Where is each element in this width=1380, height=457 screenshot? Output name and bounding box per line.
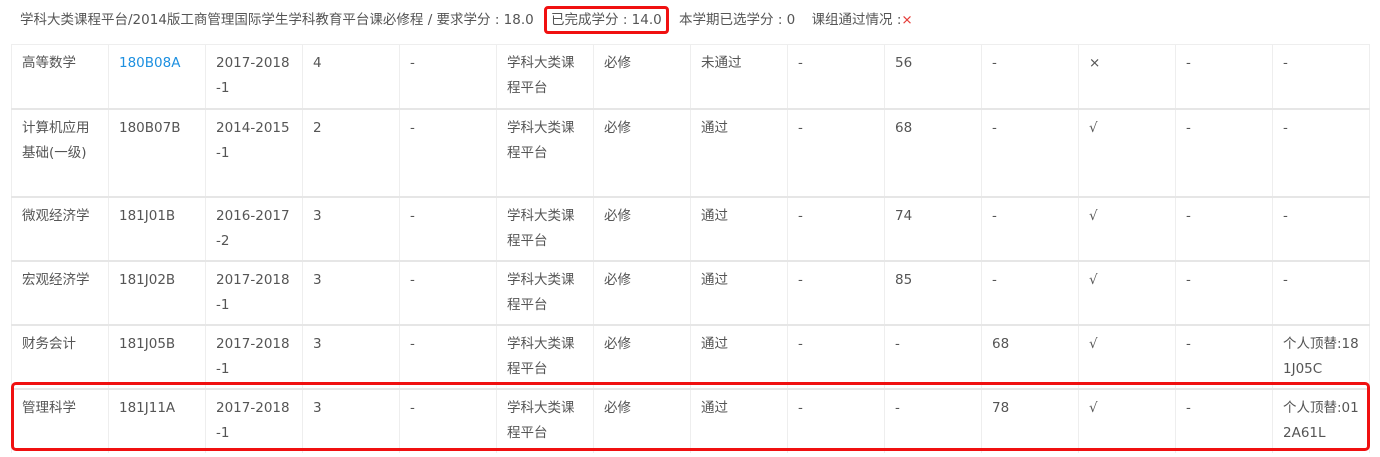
cell-col-13: - [1175,387,1273,453]
cell-course-type: 必修 [593,107,691,197]
cell-pass-status: 通过 [690,107,788,197]
cell-pass-status: 通过 [690,323,788,389]
cell-remark: - [1272,107,1370,197]
group-status-fail-icon: × [901,12,913,28]
cell-pass-mark: √ [1078,195,1176,261]
cell-credits: 3 [302,259,400,325]
cell-course-type: 必修 [593,323,691,389]
cell-course-name: 管理科学 [11,387,109,453]
cell-score: - [884,323,982,389]
cell-course-code: 181J11A [108,387,206,453]
cell-course-category: 学科大类课程平台 [496,323,594,389]
cell-course-category: 学科大类课程平台 [496,259,594,325]
completed-credits: 已完成学分 : 14.0 [544,6,669,34]
course-group-summary: 学科大类课程平台/2014版工商管理国际学生学科教育平台课必修程 / 要求学分 … [20,6,919,34]
cell-col-9: - [787,195,885,261]
cell-col-5: - [399,323,497,389]
cell-col-13: - [1175,44,1273,109]
cell-remark: 个人顶替:012A61L [1272,387,1370,453]
cell-col-5: - [399,107,497,197]
cell-course-name: 高等数学 [11,44,109,109]
cell-course-name: 微观经济学 [11,195,109,261]
cell-makeup-score: 68 [981,323,1079,389]
group-path-required-credits: 学科大类课程平台/2014版工商管理国际学生学科教育平台课必修程 / 要求学分 … [20,12,534,28]
cell-makeup-score: 78 [981,387,1079,453]
course-table: 高等数学 180B08A 2017-2018-1 4- 学科大类课程平台 必修 未通过 -56… [11,44,1370,453]
cell-course-type: 必修 [593,387,691,453]
cell-course-code: 181J02B [108,259,206,325]
cell-col-5: - [399,195,497,261]
cell-course-name: 计算机应用基础(一级) [11,107,109,197]
selected-credits: 本学期已选学分 : 0 [679,12,796,28]
cell-course-code[interactable]: 180B08A [108,44,206,109]
cell-credits: 3 [302,387,400,453]
cell-col-9: - [787,107,885,197]
cell-course-type: 必修 [593,44,691,109]
cell-course-category: 学科大类课程平台 [496,107,594,197]
cell-pass-mark: √ [1078,387,1176,453]
cell-course-code: 181J01B [108,195,206,261]
cell-score: 68 [884,107,982,197]
cell-pass-status: 通过 [690,259,788,325]
cell-score: 85 [884,259,982,325]
table-row: 管理科学 181J11A 2017-2018-1 3- 学科大类课程平台 必修 通过 - -78… [11,387,1370,453]
table-row: 财务会计 181J05B 2017-2018-1 3- 学科大类课程平台 必修 通过 - -68… [11,323,1370,389]
cell-col-13: - [1175,195,1273,261]
cell-course-category: 学科大类课程平台 [496,44,594,109]
cell-course-name: 财务会计 [11,323,109,389]
cell-term: 2017-2018-1 [205,259,303,325]
group-status-label: 课组通过情况 : [811,12,902,28]
cell-course-type: 必修 [593,259,691,325]
cell-pass-mark: √ [1078,107,1176,197]
cell-course-category: 学科大类课程平台 [496,387,594,453]
cell-col-13: - [1175,323,1273,389]
cell-term: 2016-2017-2 [205,195,303,261]
table-row: 微观经济学 181J01B 2016-2017-2 3- 学科大类课程平台 必修 通过 -74… [11,195,1370,261]
cell-score: 56 [884,44,982,109]
cell-pass-status: 通过 [690,387,788,453]
cell-col-5: - [399,44,497,109]
cell-col-9: - [787,323,885,389]
cell-course-code: 180B07B [108,107,206,197]
cell-makeup-score: - [981,259,1079,325]
cell-pass-status: 通过 [690,195,788,261]
cell-term: 2014-2015-1 [205,107,303,197]
cell-term: 2017-2018-1 [205,323,303,389]
cell-remark: - [1272,195,1370,261]
table-row: 计算机应用基础(一级) 180B07B 2014-2015-1 2- 学科大类课程平台必… [11,107,1370,197]
cell-credits: 3 [302,323,400,389]
table-row: 宏观经济学 181J02B 2017-2018-1 3- 学科大类课程平台 必修 通过 -85… [11,259,1370,325]
cell-term: 2017-2018-1 [205,44,303,109]
cell-pass-mark: × [1078,44,1176,109]
cell-score: - [884,387,982,453]
cell-score: 74 [884,195,982,261]
cell-remark: - [1272,259,1370,325]
cell-remark: - [1272,44,1370,109]
cell-col-13: - [1175,259,1273,325]
cell-term: 2017-2018-1 [205,387,303,453]
table-row: 高等数学 180B08A 2017-2018-1 4- 学科大类课程平台 必修 未通过 -56… [11,44,1370,109]
cell-remark: 个人顶替:181J05C [1272,323,1370,389]
cell-course-code: 181J05B [108,323,206,389]
cell-credits: 3 [302,195,400,261]
cell-credits: 2 [302,107,400,197]
cell-credits: 4 [302,44,400,109]
cell-col-5: - [399,387,497,453]
cell-col-9: - [787,259,885,325]
cell-pass-mark: √ [1078,323,1176,389]
cell-course-category: 学科大类课程平台 [496,195,594,261]
cell-makeup-score: - [981,107,1079,197]
cell-makeup-score: - [981,195,1079,261]
cell-pass-mark: √ [1078,259,1176,325]
cell-pass-status: 未通过 [690,44,788,109]
cell-col-9: - [787,387,885,453]
cell-col-9: - [787,44,885,109]
cell-course-name: 宏观经济学 [11,259,109,325]
cell-col-5: - [399,259,497,325]
cell-col-13: - [1175,107,1273,197]
cell-course-type: 必修 [593,195,691,261]
cell-makeup-score: - [981,44,1079,109]
